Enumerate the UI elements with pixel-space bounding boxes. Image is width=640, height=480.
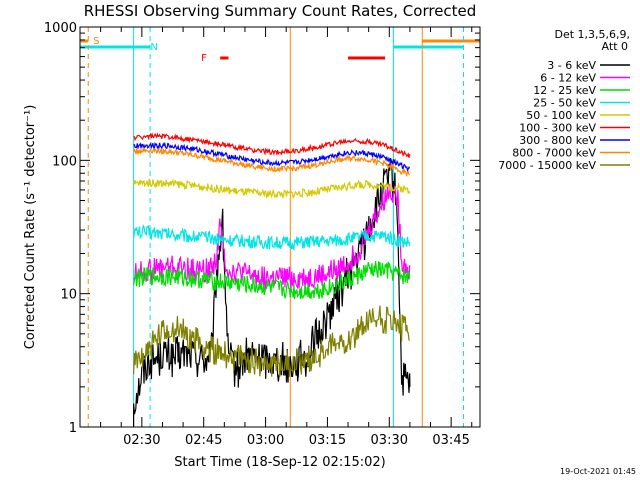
legend-header-line-1: Det 1,3,5,6,9, [554, 28, 630, 41]
series-line-800-7000-kev [133, 146, 411, 178]
series-line-12-25-kev [133, 261, 411, 300]
x-tick-label: 02:45 [185, 433, 222, 448]
legend-label-100-300-kev: 100 - 300 keV [519, 122, 596, 135]
y-tick-label: 10 [60, 288, 77, 303]
x-axis-label: Start Time (18-Sep-12 02:15:02) [174, 455, 385, 470]
x-tick-label: 03:00 [247, 433, 284, 448]
annotations: S N F [93, 36, 207, 64]
y-tick-label: 1 [69, 421, 77, 436]
chart-title: RHESSI Observing Summary Count Rates, Co… [84, 2, 477, 20]
annotation-n: N [150, 42, 157, 53]
plot-frame [79, 26, 481, 428]
series-line-100-300-kev [133, 132, 411, 158]
y-axis: 1 10 100 1000 [44, 21, 480, 436]
series-lines [133, 132, 411, 427]
y-axis-label: Corrected Count Rate (s⁻¹ detector⁻¹) [23, 105, 38, 350]
series-line-300-800-kev [133, 141, 411, 172]
x-axis: 02:30 02:45 03:00 03:15 03:30 03:45 [79, 27, 473, 448]
legend-label-3-6-kev: 3 - 6 keV [547, 59, 596, 72]
x-tick-label: 03:30 [371, 433, 408, 448]
annotation-s: S [93, 36, 99, 47]
legend-label-7000-15000-kev: 7000 - 15000 keV [498, 159, 596, 172]
legend-label-12-25-kev: 12 - 25 keV [533, 84, 596, 97]
x-tick-label: 03:45 [432, 433, 469, 448]
series-line-25-50-kev [133, 224, 411, 251]
legend-label-50-100-kev: 50 - 100 keV [526, 109, 596, 122]
legend-label-800-7000-kev: 800 - 7000 keV [512, 147, 596, 160]
y-tick-label: 1000 [44, 21, 77, 36]
flag-bars [80, 39, 480, 60]
series-line-50-100-kev [133, 178, 411, 200]
timestamp: 19-Oct-2021 01:45 [560, 467, 636, 476]
legend-label-300-800-kev: 300 - 800 keV [519, 134, 596, 147]
x-tick-label: 03:15 [309, 433, 346, 448]
y-tick-label: 100 [52, 154, 77, 169]
legend-label-6-12-kev: 6 - 12 keV [540, 72, 596, 85]
annotation-f: F [201, 53, 207, 64]
series-line-7000-15000-kev [133, 305, 411, 377]
legend-label-25-50-kev: 25 - 50 keV [533, 97, 596, 110]
legend-header-line-2: Att 0 [602, 40, 628, 53]
x-tick-label: 02:30 [123, 433, 160, 448]
